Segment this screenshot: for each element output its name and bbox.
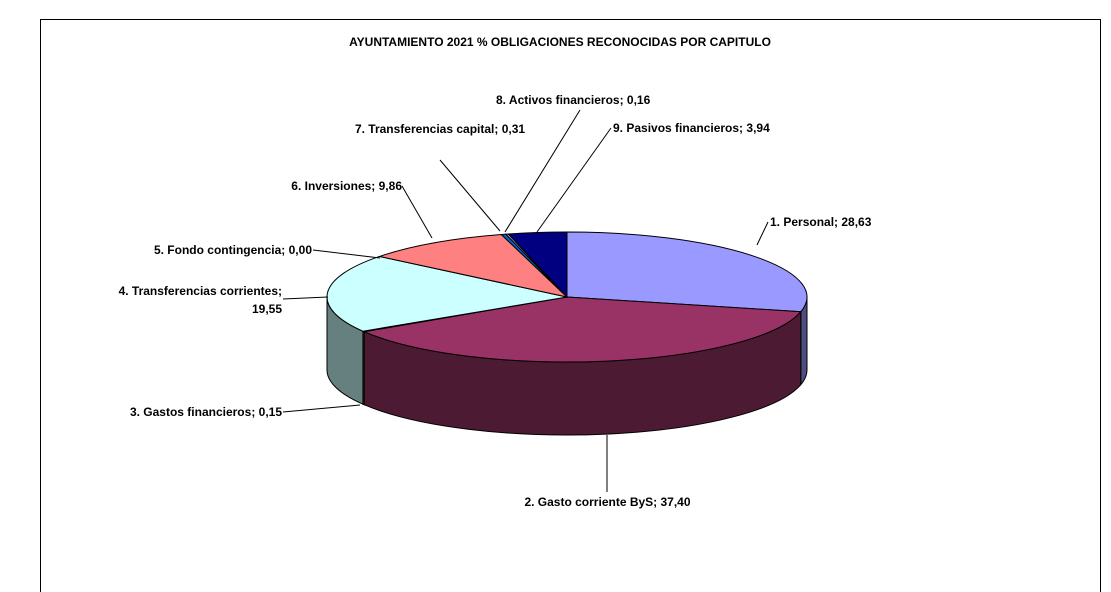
leader-line (282, 404, 361, 413)
leader-line (401, 185, 433, 239)
leader-line (312, 249, 381, 259)
leader-line (504, 109, 581, 233)
leader-line (756, 221, 769, 246)
data-label: 7. Transferencias capital; 0,31 (354, 122, 526, 136)
slice (566, 231, 808, 313)
chart-title: AYUNTAMIENTO 2021 % OBLIGACIONES RECONOC… (349, 35, 771, 49)
leader-line (439, 159, 501, 232)
leader-line (536, 127, 612, 233)
data-label: 8. Activos financieros; 0,16 (496, 93, 651, 107)
data-label: 1. Personal; 28,63 (770, 215, 872, 229)
data-label: 4. Transferencias corrientes; 19,55 (118, 284, 282, 316)
walls (326, 296, 808, 436)
data-label: 6. Inversiones; 9,86 (291, 179, 402, 193)
slice (507, 231, 568, 299)
data-label: 3. Gastos financieros; 0,15 (129, 405, 282, 419)
data-label: 2. Gasto corriente ByS; 37,40 (524, 495, 691, 509)
data-label: 5. Fondo contingencia; 0,00 (153, 243, 312, 257)
slice (377, 233, 569, 298)
data-label: 9. Pasivos financieros; 3,94 (613, 121, 770, 135)
leader-line (282, 296, 329, 300)
slice (326, 255, 568, 332)
